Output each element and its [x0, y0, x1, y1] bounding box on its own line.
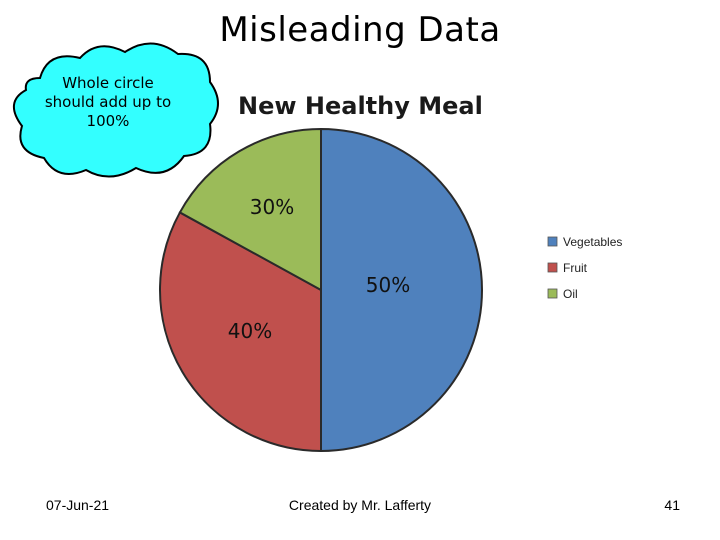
chart-title: New Healthy Meal [238, 92, 483, 120]
pie-slice-fruit [159, 211, 322, 453]
slice-label-vegetables: 50% [366, 273, 410, 297]
legend-swatch-oil [547, 288, 558, 299]
callout-text: Whole circle should add up to 100% [44, 74, 172, 130]
legend-label-fruit: Fruit [563, 261, 588, 275]
legend-swatch-fruit [547, 262, 558, 273]
callout-cloud [13, 42, 219, 178]
legend-swatch-vegetables [547, 236, 558, 247]
pie-slice-oil [178, 127, 322, 292]
footer-date: 07-Jun-21 [46, 497, 110, 513]
legend-label-vegetables: Vegetables [563, 235, 622, 249]
pie-slice-vegetables [320, 127, 483, 453]
footer-credit: Created by Mr. Lafferty [288, 497, 432, 513]
footer-page-number: 41 [664, 497, 680, 513]
slice-label-fruit: 40% [228, 319, 272, 343]
cloud-shape [13, 42, 219, 178]
legend-label-oil: Oil [563, 287, 578, 301]
slice-label-oil: 30% [250, 195, 294, 219]
slide-title: Misleading Data [219, 10, 501, 50]
